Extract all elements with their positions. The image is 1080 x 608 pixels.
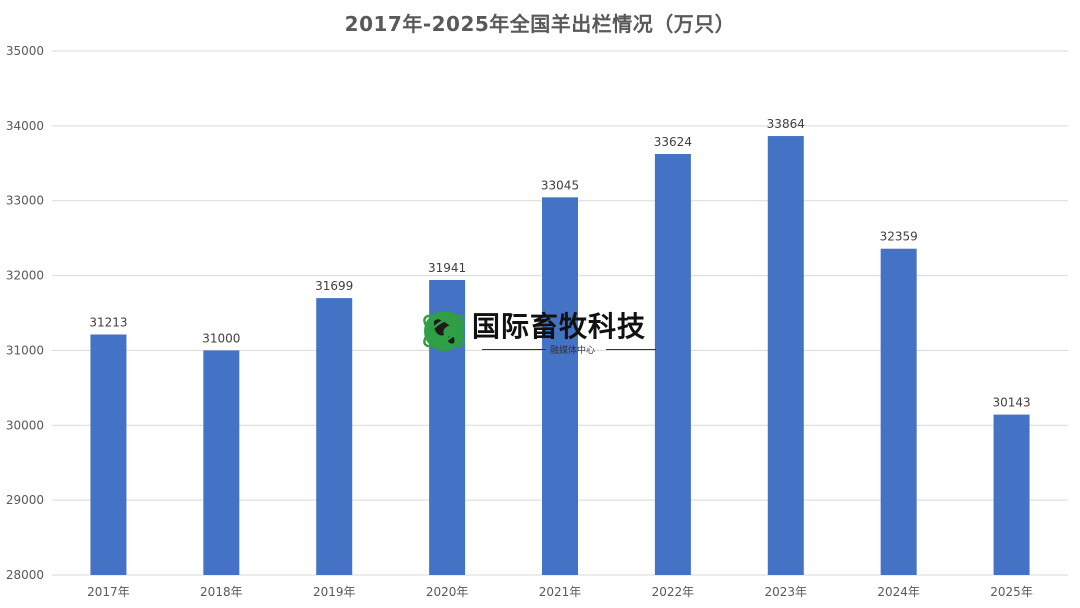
y-tick-label: 32000 [6, 269, 44, 283]
bar [993, 414, 1030, 575]
y-tick-label: 31000 [6, 343, 44, 357]
bar [90, 334, 127, 575]
y-tick-label: 28000 [6, 568, 44, 582]
data-label: 30143 [992, 396, 1030, 410]
x-tick-label: 2018年 [200, 585, 243, 599]
x-tick-label: 2022年 [652, 585, 695, 599]
globe-icon [423, 311, 465, 351]
y-axis-ticks: 28000 29000 30000 31000 32000 33000 34000 35000 [6, 44, 44, 582]
x-axis-ticks: 2017年 2018年 2019年 2020年 2021年 2022年 2023年 2024年… [87, 585, 1033, 599]
bar [654, 154, 691, 576]
bar [767, 136, 804, 575]
data-label: 31000 [202, 331, 240, 345]
x-tick-label: 2017年 [87, 585, 130, 599]
data-label: 33045 [541, 178, 579, 192]
data-label: 32359 [880, 230, 918, 244]
y-tick-label: 33000 [6, 194, 44, 208]
data-label: 33864 [767, 117, 805, 131]
watermark-rule-left [482, 349, 546, 350]
data-labels: 31213 31000 31699 31941 33045 33624 33864 32359… [89, 117, 1030, 410]
data-label: 31699 [315, 279, 353, 293]
x-tick-label: 2020年 [426, 585, 469, 599]
x-tick-label: 2019年 [313, 585, 356, 599]
data-label: 31213 [89, 315, 127, 329]
x-tick-label: 2025年 [990, 585, 1033, 599]
watermark: 国际畜牧科技 融媒体中心 [420, 305, 670, 363]
data-label: 33624 [654, 135, 692, 149]
bars [90, 136, 1030, 576]
x-tick-label: 2021年 [539, 585, 582, 599]
y-tick-label: 29000 [6, 493, 44, 507]
bar [203, 350, 240, 575]
watermark-rule-right [606, 349, 656, 350]
watermark-subtitle: 融媒体中心 [550, 346, 596, 356]
watermark-name: 国际畜牧科技 [472, 310, 647, 343]
y-tick-label: 30000 [6, 418, 44, 432]
x-tick-label: 2024年 [877, 585, 920, 599]
y-tick-label: 34000 [6, 119, 44, 133]
bar [542, 197, 578, 576]
data-label: 31941 [428, 261, 466, 275]
y-tick-label: 35000 [6, 44, 44, 58]
bar [316, 298, 353, 575]
x-tick-label: 2023年 [765, 585, 808, 599]
chart-title: 2017年-2025年全国羊出栏情况（万只） [344, 12, 736, 36]
bar [880, 248, 917, 576]
